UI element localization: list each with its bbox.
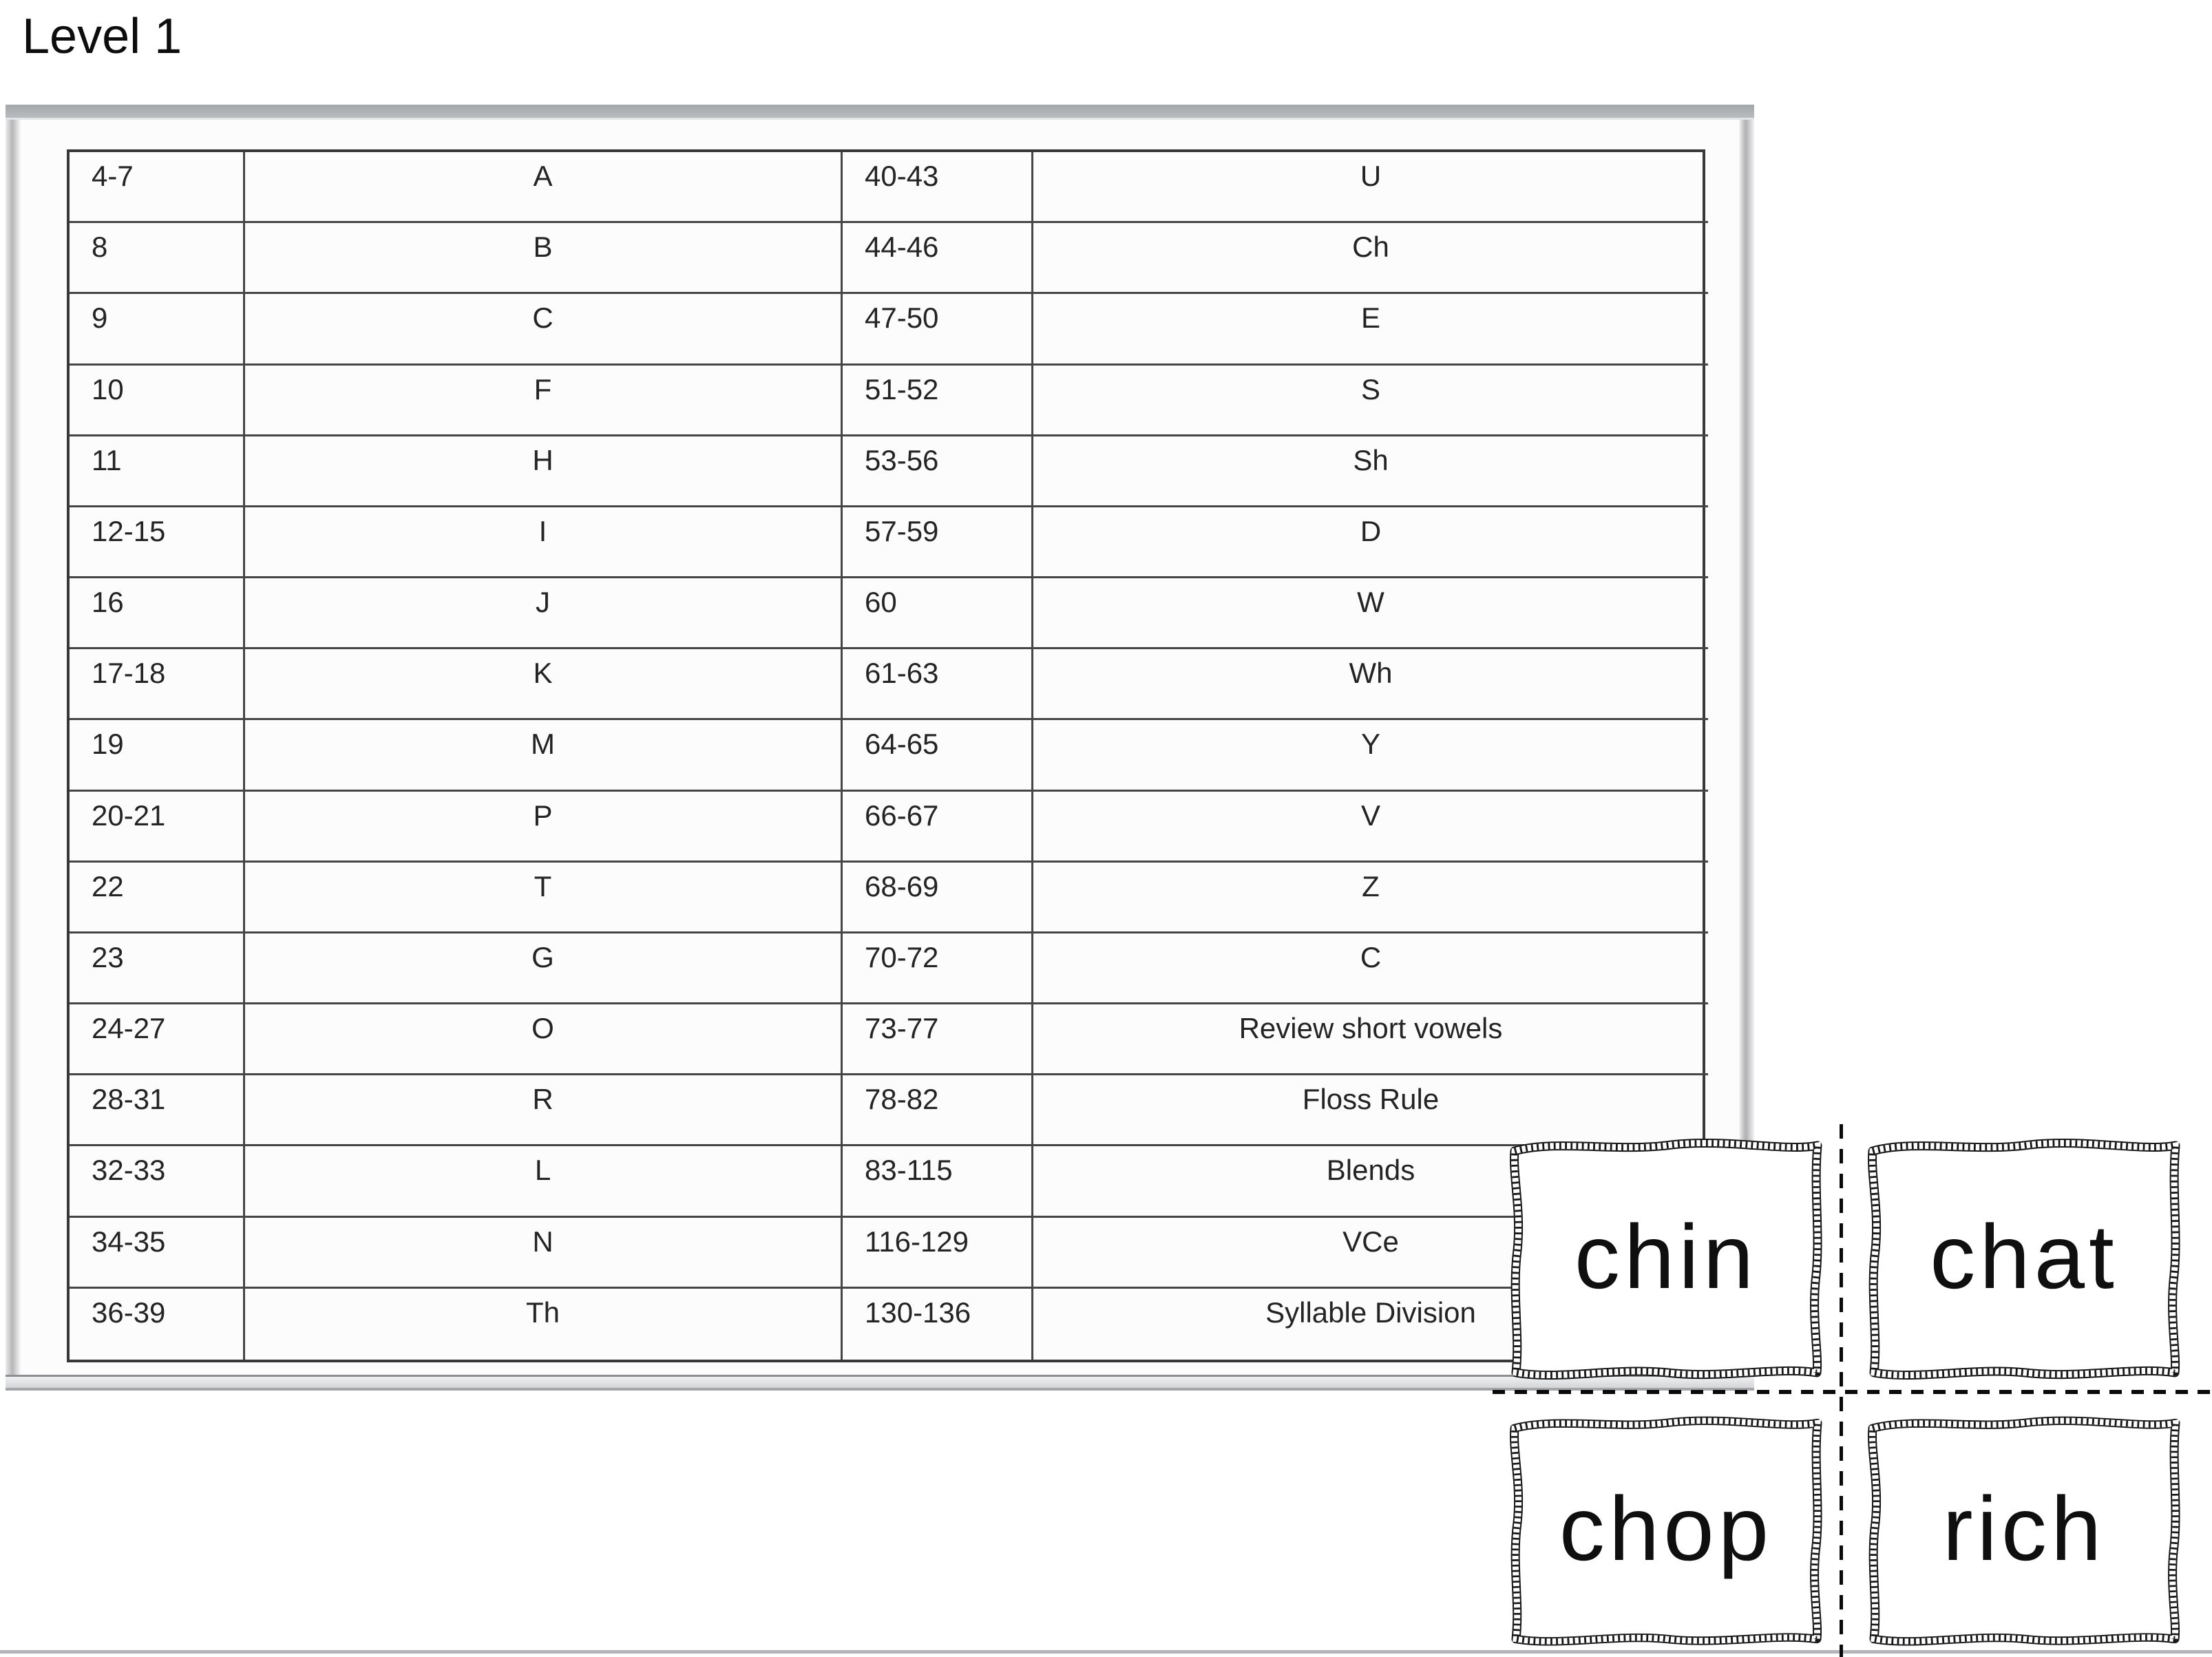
skill-cell: T xyxy=(245,862,843,933)
lesson-range-cell: 34-35 xyxy=(70,1217,245,1289)
lesson-range-cell: 116-129 xyxy=(843,1217,1033,1289)
skill-cell: B xyxy=(245,223,843,295)
skill-cell: C xyxy=(245,294,843,366)
skill-cell: Review short vowels xyxy=(1033,1004,1708,1076)
skill-cell: Y xyxy=(1033,720,1708,792)
skill-cell: M xyxy=(245,720,843,792)
flashcard-word: chat xyxy=(1930,1206,2118,1307)
skill-cell: K xyxy=(245,649,843,721)
skill-cell: Blends xyxy=(1033,1146,1708,1218)
skill-cell: O xyxy=(245,1004,843,1076)
flashcard-word: chin xyxy=(1574,1206,1758,1307)
flashcard-word: rich xyxy=(1942,1478,2106,1579)
flashcard-chat: chat xyxy=(1863,1133,2185,1386)
stitched-border-frame xyxy=(1868,1139,2180,1380)
page-sheet xyxy=(6,105,1754,1391)
lesson-range-cell: 36-39 xyxy=(70,1288,245,1360)
skill-cell: Syllable Division xyxy=(1265,1296,1476,1329)
lesson-range-cell: 19 xyxy=(70,720,245,792)
skill-cell: VCe xyxy=(1033,1218,1708,1289)
page-left-edge xyxy=(6,120,21,1391)
lesson-range-cell: 68-69 xyxy=(843,862,1033,933)
skill-cell: Z xyxy=(1033,863,1708,933)
page-top-edge xyxy=(6,105,1754,120)
lesson-range-cell: 17-18 xyxy=(70,649,245,721)
skill-cell: V xyxy=(1033,792,1708,863)
stitched-border-frame xyxy=(1510,1416,1822,1646)
skill-cell: E xyxy=(1033,294,1708,366)
skill-cell: D xyxy=(1033,507,1708,579)
skill-cell: R xyxy=(245,1075,843,1147)
lesson-range-cell: 73-77 xyxy=(843,1004,1033,1076)
lesson-range-cell: 61-63 xyxy=(843,649,1033,721)
lesson-range-cell: 28-31 xyxy=(70,1075,245,1147)
lesson-range-cell: 32-33 xyxy=(70,1146,245,1218)
skill-cell: Sh xyxy=(1033,436,1708,507)
skill-cell: U xyxy=(1033,152,1708,224)
skill-cell: W xyxy=(1033,578,1708,650)
page-break-line xyxy=(0,1650,2212,1654)
stitched-border-frame xyxy=(1510,1139,1822,1380)
flashcard-rich: rich xyxy=(1863,1411,2185,1652)
skill-cell: P xyxy=(245,791,843,863)
horizontal-cut-line xyxy=(1493,1390,2212,1394)
lesson-range-cell: 53-56 xyxy=(843,436,1033,507)
flashcard-chop: chop xyxy=(1505,1411,1827,1652)
skill-cell: J xyxy=(245,578,843,650)
page-title: Level 1 xyxy=(22,9,182,64)
lesson-range-cell: 44-46 xyxy=(843,223,1033,295)
lesson-range-cell: 83-115 xyxy=(843,1146,1033,1218)
skill-cell: F xyxy=(245,365,843,436)
skill-cell: C xyxy=(1033,933,1708,1005)
lesson-range-cell: 23 xyxy=(70,933,245,1005)
lesson-range-cell: 24-27 xyxy=(70,1004,245,1076)
skill-cell: H xyxy=(245,436,843,507)
lesson-range-cell: 9 xyxy=(70,294,245,366)
skill-cell: N xyxy=(245,1217,843,1289)
lesson-range-cell: 60 xyxy=(843,578,1033,650)
lesson-range-cell: 51-52 xyxy=(843,365,1033,436)
lesson-range-cell: 78-82 xyxy=(843,1075,1033,1147)
lesson-range-cell: 22 xyxy=(70,862,245,933)
lesson-range-cell: 4-7 xyxy=(70,152,245,224)
lesson-range-cell: 70-72 xyxy=(843,933,1033,1005)
skill-cell: G xyxy=(245,933,843,1005)
skill-cell: I xyxy=(245,507,843,579)
lesson-range-cell: 11 xyxy=(70,436,245,507)
lesson-range-cell: 8 xyxy=(70,223,245,295)
skill-cell: S xyxy=(1033,366,1708,436)
lesson-range-cell: 10 xyxy=(70,365,245,436)
lesson-range-cell: 66-67 xyxy=(843,791,1033,863)
skill-cell: Th xyxy=(245,1288,843,1360)
lesson-range-cell: 47-50 xyxy=(843,294,1033,366)
stitched-border-frame xyxy=(1868,1416,2180,1646)
page-bottom-edge xyxy=(6,1375,1754,1391)
lesson-range-cell: 20-21 xyxy=(70,791,245,863)
lesson-range-cell: 16 xyxy=(70,578,245,650)
flashcard-chin: chin xyxy=(1505,1133,1827,1386)
skill-cell: A xyxy=(245,152,843,224)
lesson-range-cell: 57-59 xyxy=(843,507,1033,579)
scope-sequence-table: 4-7 A 40-43 U 8 B 44-46 Ch 9 C 47-50 E 10 F 51-52 S 11 H 5… xyxy=(67,149,1708,1362)
page-right-edge xyxy=(1739,120,1754,1391)
lesson-range-cell: 130-136 xyxy=(843,1288,1033,1360)
skill-cell: Wh xyxy=(1033,649,1708,721)
lesson-range-cell: 40-43 xyxy=(843,152,1033,224)
lesson-range-cell: 64-65 xyxy=(843,720,1033,792)
skill-cell: Floss Rule xyxy=(1033,1075,1708,1147)
flashcard-word: chop xyxy=(1559,1478,1773,1579)
lesson-range-cell: 12-15 xyxy=(70,507,245,579)
skill-cell: Ch xyxy=(1033,223,1708,295)
skill-cell: L xyxy=(245,1146,843,1218)
